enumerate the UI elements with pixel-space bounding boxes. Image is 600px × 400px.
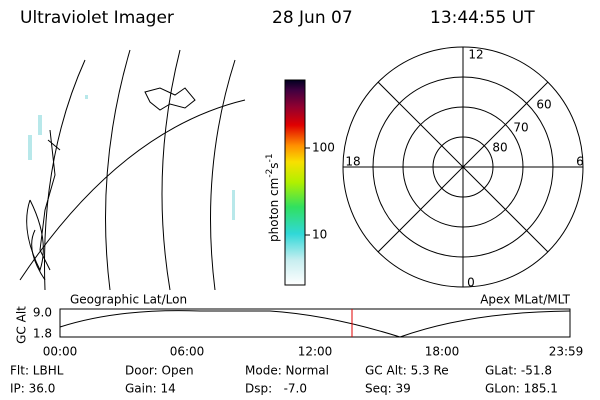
label-part: s: [267, 162, 281, 168]
status-field: Seq: 39: [365, 382, 411, 396]
mlat-label: 80: [492, 141, 507, 155]
status-field: Flt: LBHL: [10, 364, 64, 378]
label-part: -1: [265, 153, 275, 162]
y-tick: 1.8: [33, 327, 52, 341]
label-part: photon cm: [267, 178, 281, 242]
date: 28 Jun 07: [272, 8, 353, 28]
plot-title: Geographic Lat/Lon: [70, 293, 187, 307]
mlat-label: 60: [536, 98, 551, 112]
x-tick: 23:59: [549, 345, 584, 359]
status-field: GLat: -51.8: [485, 364, 552, 378]
instrument: Ultraviolet Imager: [20, 8, 174, 28]
mlat-label: 70: [513, 121, 528, 135]
x-tick: 12:00: [298, 345, 333, 359]
mlt-label: 6: [576, 155, 584, 169]
status-field: Door: Open: [125, 364, 194, 378]
status-field: Gain: 14: [125, 382, 176, 396]
color-tick: 10: [312, 228, 327, 242]
time: 13:44:55 UT: [430, 8, 535, 28]
mlt-label: 0: [467, 276, 475, 290]
status: Flt: LBHL Door: Open Mode: Normal GC Alt: 5…: [10, 364, 558, 396]
mlt-label: 12: [468, 48, 483, 62]
altitude-curve: [59, 310, 571, 338]
status-field: Dsp: -7.0: [245, 382, 307, 396]
plot-title: Apex MLat/MLT: [480, 293, 570, 307]
mlt-label: 18: [345, 155, 360, 169]
plot-frame: [59, 308, 571, 338]
status-field: GC Alt: 5.3 Re: [365, 364, 449, 378]
color-label: photon cm-2s-1: [265, 153, 281, 242]
x-tick: 18:00: [425, 345, 460, 359]
x-tick: 00:00: [43, 345, 78, 359]
x-tick: 06:00: [170, 345, 205, 359]
map: [19, 49, 246, 291]
y-label: GC Alt: [15, 306, 29, 344]
label-part: -2: [265, 169, 275, 178]
status-field: IP: 36.0: [10, 382, 55, 396]
status-field: Mode: Normal: [245, 364, 329, 378]
y-tick: 9.0: [33, 306, 52, 320]
status-field: GLon: 185.1: [485, 382, 558, 396]
color-scale: [284, 79, 306, 286]
color-tick: 100: [312, 141, 335, 155]
x-ticks: 00:00 06:00 12:00 18:00 23:59: [43, 345, 584, 359]
polar-grid: [342, 46, 584, 288]
